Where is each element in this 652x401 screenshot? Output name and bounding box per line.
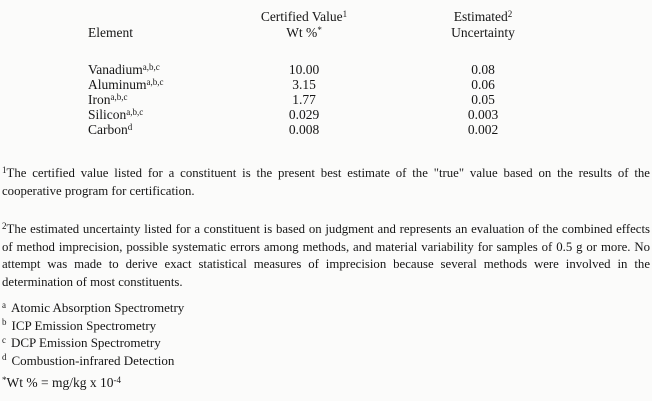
wt-note-exponent: -4	[113, 374, 121, 385]
wt-note-text: Wt % = mg/kg x 10	[6, 375, 114, 390]
element-name: Silicon	[88, 107, 127, 122]
element-cell: Irona,b,c	[88, 92, 250, 107]
method-marker: b	[2, 317, 7, 328]
footnote-1: 1The certified value listed for a consti…	[2, 165, 650, 200]
asterisk-marker: *	[2, 374, 7, 385]
col-header-uncertainty: Uncertainty	[358, 25, 608, 41]
footnote-1-marker: 1	[2, 164, 7, 175]
table-row: Irona,b,c 1.77 0.05	[0, 92, 652, 107]
certified-value-label: Certified Value	[260, 9, 343, 24]
uncertainty-cell: 0.06	[471, 77, 495, 92]
table-row: Silicona,b,c 0.029 0.003	[0, 107, 652, 122]
certified-value-cell: 0.008	[288, 122, 320, 137]
element-cell: Aluminuma,b,c	[88, 77, 250, 92]
method-ref-sup: d	[127, 121, 133, 132]
uncertainty-cell: 0.002	[467, 122, 499, 137]
method-item: b ICP Emission Spectrometry	[2, 317, 652, 335]
method-label: Combustion-infrared Detection	[11, 352, 175, 368]
uncertainty-label: Uncertainty	[451, 25, 515, 40]
method-label: DCP Emission Spectrometry	[11, 335, 161, 350]
method-ref-sup: a,b,c	[110, 91, 128, 102]
element-name: Carbon	[88, 122, 128, 137]
wt-pct-label: Wt %	[286, 25, 318, 40]
method-ref-sup: a,b,c	[126, 106, 144, 117]
table-row: Vanadiuma,b,c 10.00 0.08	[0, 62, 652, 77]
element-name: Iron	[88, 92, 111, 107]
method-item: d Combustion-infrared Detection	[2, 352, 652, 370]
footnote-2: 2The estimated uncertainty listed for a …	[2, 221, 650, 291]
footnote-ref-asterisk: *	[317, 24, 322, 35]
element-cell: Carbond	[88, 122, 250, 137]
method-footnotes-list: a Atomic Absorption Spectrometry b ICP Emi…	[2, 299, 652, 369]
col-header-wt-pct: Wt %*	[250, 25, 358, 41]
method-label: ICP Emission Spectrometry	[11, 317, 157, 333]
footnote-ref-2: 2	[507, 8, 513, 19]
header-spacer	[88, 9, 250, 25]
method-marker: a	[2, 299, 6, 310]
method-item: a Atomic Absorption Spectrometry	[2, 299, 652, 317]
method-marker: c	[2, 334, 6, 345]
certified-value-cell: 1.77	[292, 92, 316, 107]
element-cell: Silicona,b,c	[88, 107, 250, 122]
footnote-1-text: The certified value listed for a constit…	[2, 166, 650, 198]
method-label: Atomic Absorption Spectrometry	[11, 300, 185, 315]
element-name: Vanadium	[88, 62, 143, 77]
col-header-certified-value: Certified Value1	[250, 9, 358, 25]
footnote-2-text: The estimated uncertainty listed for a c…	[2, 222, 650, 289]
table-row: Carbond 0.008 0.002	[0, 122, 652, 137]
estimated-label: Estimated	[453, 9, 508, 24]
col-header-estimated: Estimated2	[358, 9, 608, 25]
wt-percent-note: *Wt % = mg/kg x 10-4	[2, 374, 652, 391]
certified-value-cell: 3.15	[292, 77, 316, 92]
element-cell: Vanadiuma,b,c	[88, 62, 250, 77]
footnote-2-marker: 2	[2, 220, 7, 231]
certified-value-cell: 10.00	[288, 62, 320, 77]
table-header: Certified Value1 Estimated2 Element Wt %…	[0, 9, 652, 41]
footnote-ref-1: 1	[342, 8, 348, 19]
method-marker: d	[2, 352, 7, 363]
method-item: c DCP Emission Spectrometry	[2, 334, 652, 352]
col-header-element: Element	[88, 25, 133, 40]
element-name: Aluminum	[88, 77, 147, 92]
table-header-row-2: Element Wt %* Uncertainty	[0, 25, 652, 41]
method-ref-sup: a,b,c	[142, 61, 160, 72]
certified-value-cell: 0.029	[288, 107, 320, 122]
uncertainty-cell: 0.003	[467, 107, 499, 122]
uncertainty-cell: 0.08	[471, 62, 495, 77]
certified-values-table: Vanadiuma,b,c 10.00 0.08 Aluminuma,b,c 3…	[0, 62, 652, 137]
table-row: Aluminuma,b,c 3.15 0.06	[0, 77, 652, 92]
table-header-row-1: Certified Value1 Estimated2	[0, 9, 652, 25]
uncertainty-cell: 0.05	[471, 92, 495, 107]
method-ref-sup: a,b,c	[146, 76, 164, 87]
